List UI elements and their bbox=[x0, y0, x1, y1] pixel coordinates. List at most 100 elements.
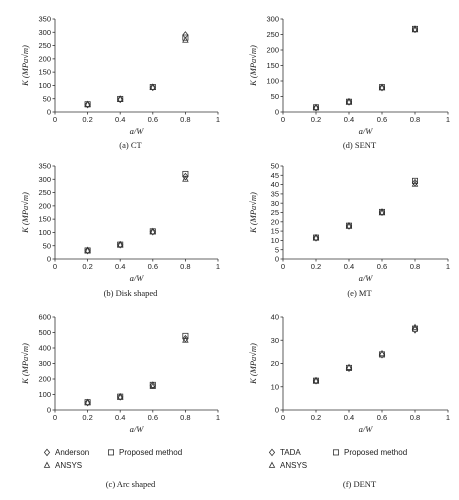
x-tick-label: 0.2 bbox=[311, 413, 321, 422]
y-axis-label: K (MPa√m) bbox=[20, 192, 30, 234]
legend-marker-square bbox=[332, 449, 339, 456]
y-tick-label: 10 bbox=[271, 236, 279, 245]
y-tick-label: 20 bbox=[271, 217, 279, 226]
data-point-triangle bbox=[182, 175, 189, 182]
data-point-triangle bbox=[411, 25, 419, 33]
legend-right: TADA Proposed method ANSYS bbox=[268, 448, 407, 470]
data-point-square bbox=[84, 399, 91, 406]
data-point-square bbox=[345, 98, 352, 105]
data-point-diamond bbox=[182, 172, 189, 181]
y-tick-label: 200 bbox=[38, 375, 51, 384]
chart-panel-dent: 0 10 20 30 40 0 0.2 0.4 0.6 0.8 1 K (MPa√m) a/W (f) D… bbox=[248, 313, 450, 489]
data-point-diamond bbox=[117, 95, 124, 104]
data-point-square bbox=[378, 208, 385, 215]
y-tick-label: 100 bbox=[38, 228, 51, 237]
data-point-diamond bbox=[312, 103, 320, 112]
data-point-diamond bbox=[84, 100, 91, 109]
x-tick-label: 0.6 bbox=[148, 262, 158, 271]
x-tick-label: 0 bbox=[53, 413, 57, 422]
x-tick-label: 0 bbox=[281, 413, 285, 422]
y-tick-label: 50 bbox=[43, 94, 51, 103]
y-tick-label: 500 bbox=[38, 328, 51, 337]
x-tick-label: 0 bbox=[281, 262, 285, 271]
x-tick-label: 0.6 bbox=[377, 115, 387, 124]
x-tick-label: 0.8 bbox=[180, 413, 190, 422]
data-point-triangle bbox=[378, 349, 386, 357]
data-point-square bbox=[411, 25, 418, 32]
chart-panel-sent: 0 50 100 150 200 250 300 0 0.2 0.4 0.6 0.8 1 K (MPa√m… bbox=[248, 15, 450, 150]
y-tick-label: 15 bbox=[271, 227, 279, 236]
x-tick-label: 0.4 bbox=[115, 413, 125, 422]
y-tick-label: 150 bbox=[38, 68, 51, 77]
x-tick-label: 1 bbox=[216, 115, 220, 124]
data-point-square bbox=[312, 234, 319, 241]
y-tick-label: 0 bbox=[275, 108, 279, 117]
x-tick-label: 0.4 bbox=[115, 115, 125, 124]
x-tick-label: 0.8 bbox=[180, 115, 190, 124]
data-point-square bbox=[117, 241, 124, 248]
data-point-square bbox=[182, 34, 189, 41]
y-axis-label: K (MPa√m) bbox=[20, 45, 30, 87]
x-axis-label: a/W bbox=[130, 273, 145, 283]
data-point-triangle bbox=[149, 228, 157, 235]
data-point-triangle bbox=[345, 222, 353, 229]
y-tick-label: 350 bbox=[38, 15, 51, 24]
y-tick-label: 50 bbox=[271, 92, 279, 101]
y-tick-label: 600 bbox=[38, 313, 51, 322]
y-tick-label: 0 bbox=[47, 255, 51, 264]
y-tick-label: 0 bbox=[47, 406, 51, 415]
data-point-square bbox=[84, 247, 91, 254]
y-axis-label: K (MPa√m) bbox=[248, 343, 258, 385]
legend-label: ANSYS bbox=[55, 461, 82, 470]
data-point-triangle bbox=[182, 36, 189, 43]
y-tick-label: 200 bbox=[38, 54, 51, 63]
data-point-triangle bbox=[149, 382, 157, 389]
panel-caption: (e) MT bbox=[347, 288, 372, 298]
legend-marker-square bbox=[108, 449, 115, 456]
data-point-square bbox=[312, 104, 319, 111]
x-tick-label: 0.6 bbox=[377, 413, 387, 422]
data-point-square bbox=[411, 325, 418, 332]
data-point-square bbox=[411, 177, 418, 184]
y-tick-label: 40 bbox=[271, 180, 279, 189]
y-tick-label: 30 bbox=[271, 336, 279, 345]
y-tick-label: 100 bbox=[38, 81, 51, 90]
data-point-square bbox=[345, 364, 352, 371]
y-tick-label: 150 bbox=[38, 215, 51, 224]
data-point-diamond bbox=[149, 83, 156, 92]
data-point-triangle bbox=[116, 393, 124, 400]
y-tick-label: 100 bbox=[38, 390, 51, 399]
data-point-square bbox=[149, 228, 156, 235]
y-tick-label: 100 bbox=[266, 77, 279, 86]
x-axis-label: a/W bbox=[359, 273, 374, 283]
y-tick-label: 45 bbox=[271, 171, 279, 180]
data-point-diamond bbox=[411, 325, 419, 334]
y-tick-label: 35 bbox=[271, 190, 279, 199]
legend-label: TADA bbox=[280, 448, 301, 457]
y-tick-label: 30 bbox=[271, 199, 279, 208]
y-axis-label: K (MPa√m) bbox=[20, 343, 30, 385]
panel-caption: (f) DENT bbox=[343, 479, 377, 489]
y-tick-label: 40 bbox=[271, 313, 279, 322]
data-point-square bbox=[378, 84, 385, 91]
x-tick-label: 0.4 bbox=[344, 115, 354, 124]
legend-label: Proposed method bbox=[344, 448, 407, 457]
legend-marker-diamond bbox=[268, 448, 276, 457]
x-tick-label: 1 bbox=[216, 413, 220, 422]
y-tick-label: 300 bbox=[38, 359, 51, 368]
data-point-diamond bbox=[378, 83, 386, 92]
chart-panel-arc: 0 100 200 300 400 500 600 0 0.2 0.4 0.6 0.8 1 K (MPa√… bbox=[20, 313, 220, 489]
y-tick-label: 20 bbox=[271, 359, 279, 368]
data-point-diamond bbox=[312, 376, 320, 385]
data-point-triangle bbox=[378, 83, 386, 91]
data-point-triangle bbox=[312, 377, 320, 384]
legend-label: ANSYS bbox=[280, 461, 307, 470]
y-tick-label: 0 bbox=[275, 255, 279, 264]
y-tick-label: 250 bbox=[38, 41, 51, 50]
x-tick-label: 0.2 bbox=[82, 262, 92, 271]
data-point-triangle bbox=[149, 83, 157, 90]
y-tick-label: 150 bbox=[266, 61, 279, 70]
y-tick-label: 50 bbox=[271, 162, 279, 171]
x-tick-label: 0.4 bbox=[344, 262, 354, 271]
